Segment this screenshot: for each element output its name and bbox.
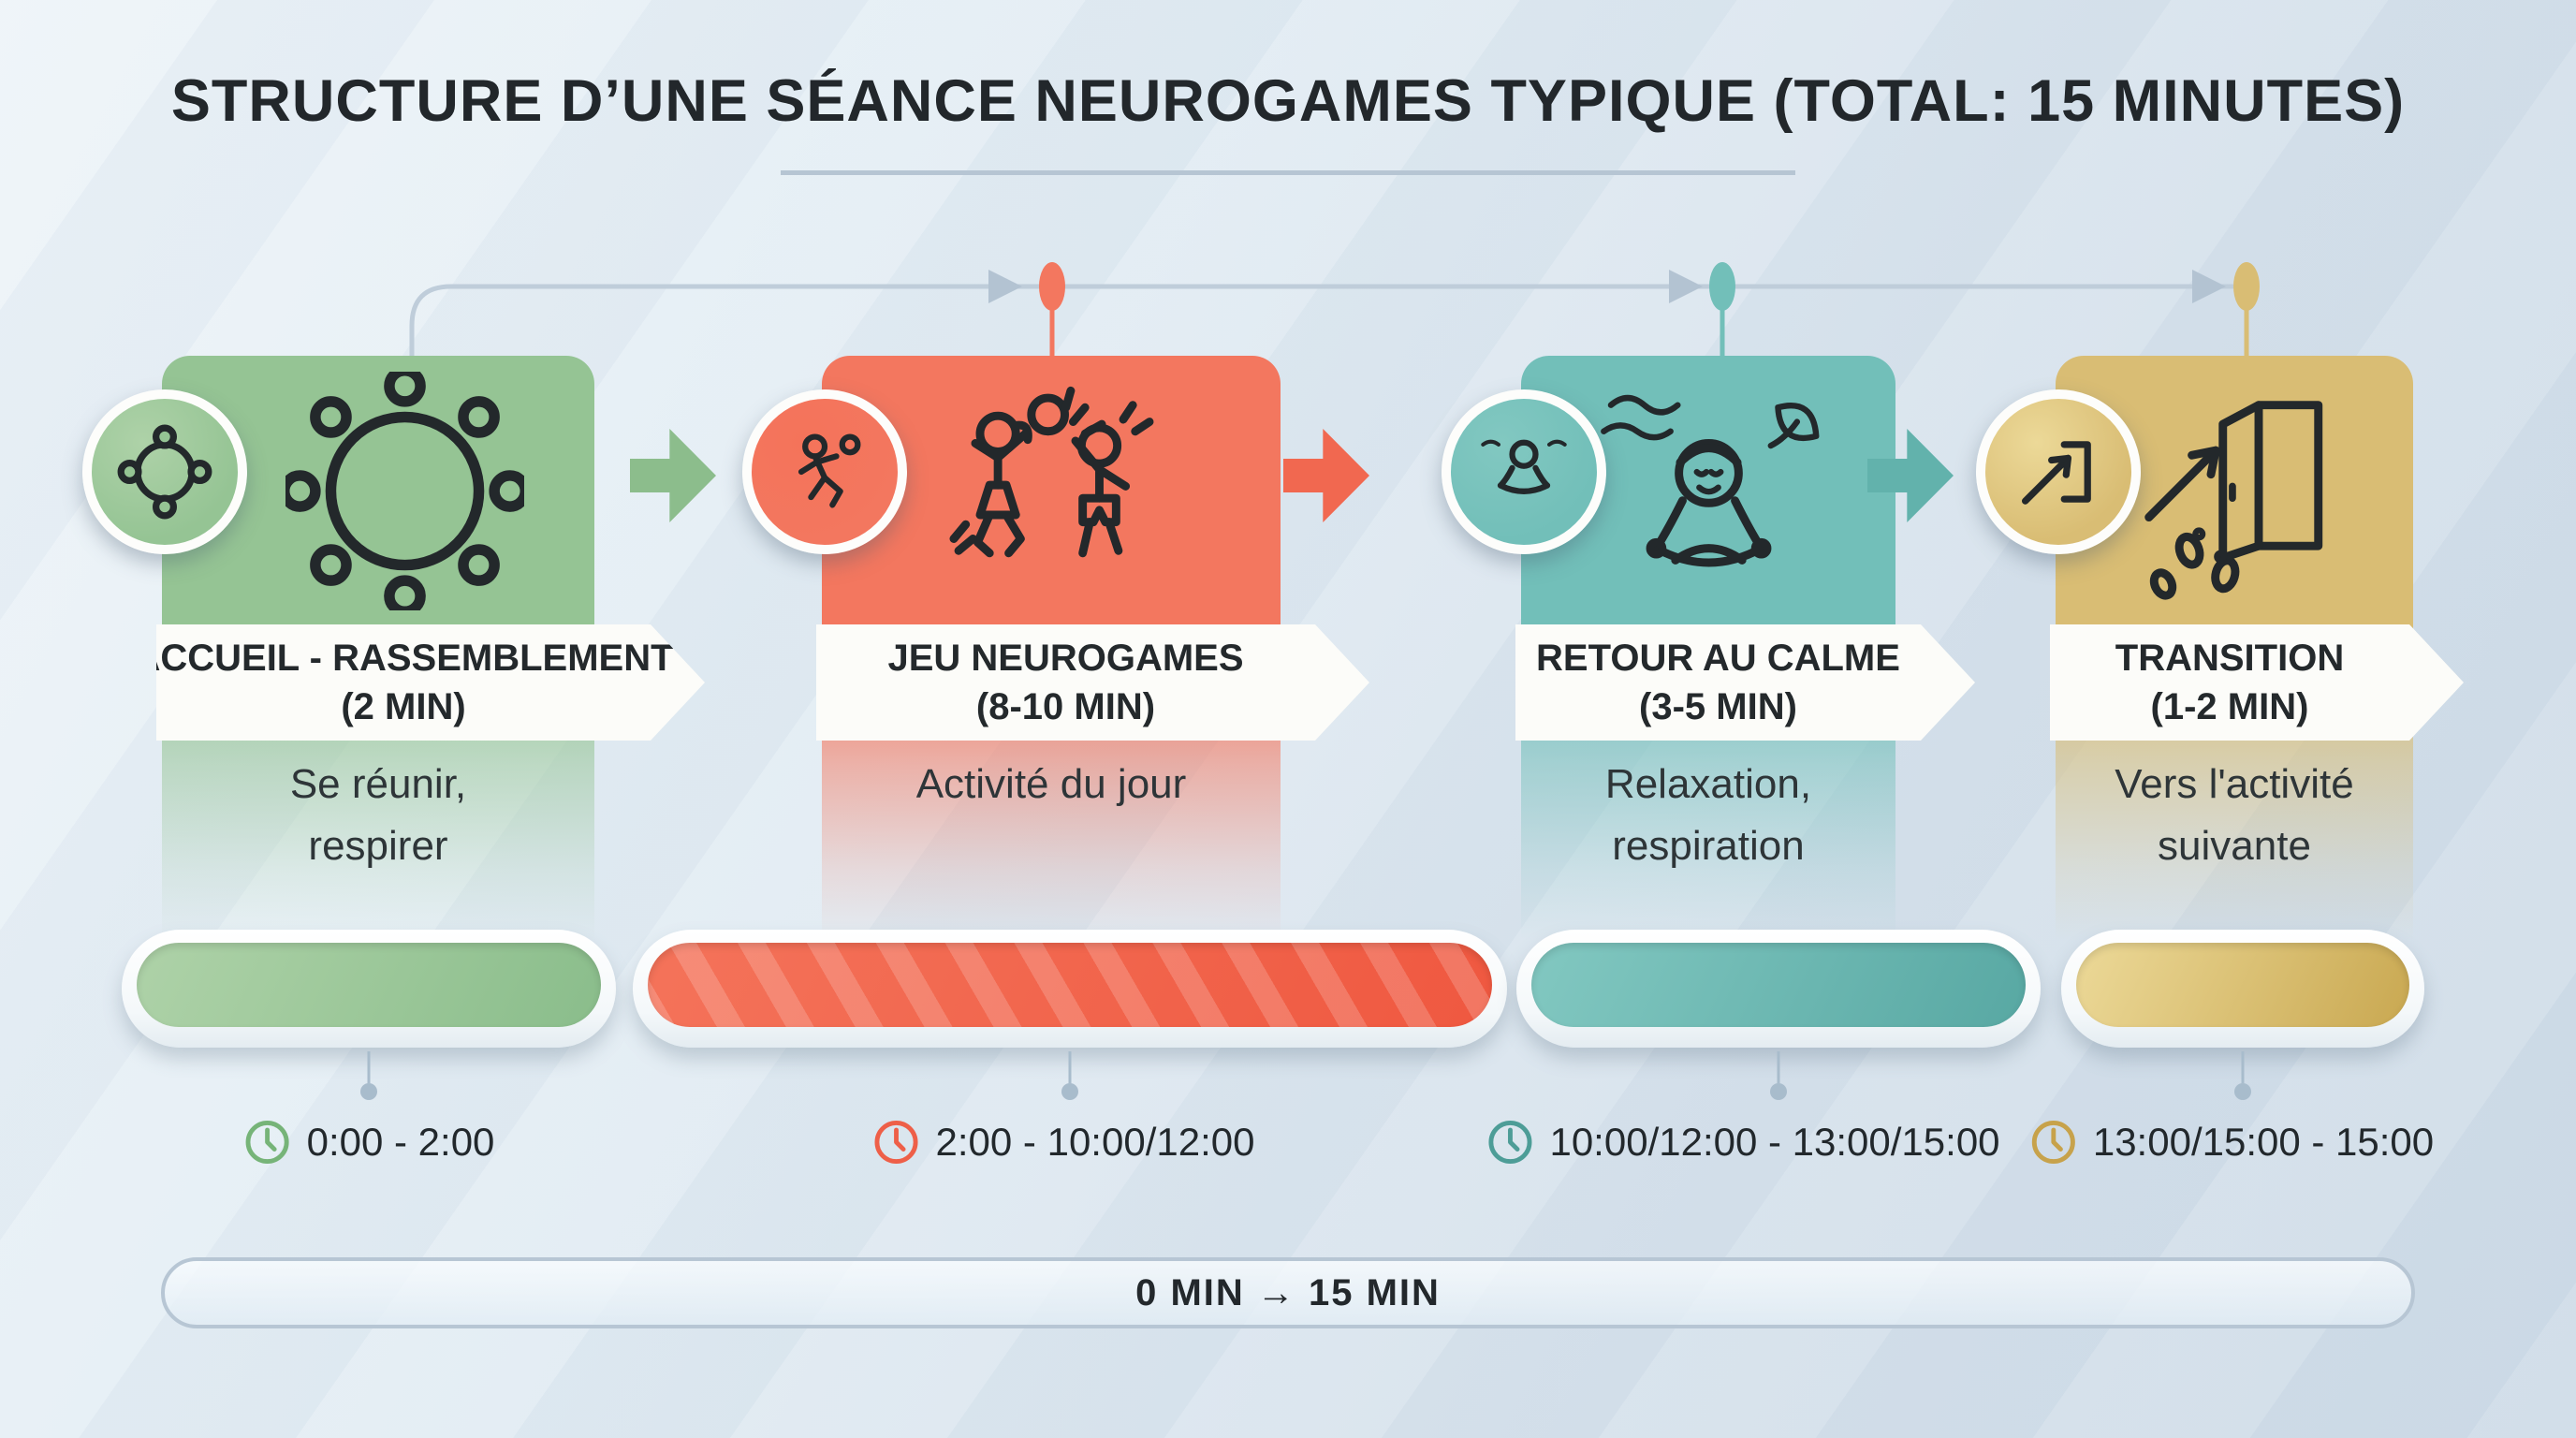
timeline-line xyxy=(409,284,2245,363)
timeline-arrowhead xyxy=(988,270,1022,303)
phase-duration: (2 MIN) xyxy=(341,686,466,727)
phase-card: TRANSITION (1-2 MIN) Vers l'activité sui… xyxy=(1976,356,2413,941)
phase-ribbon: TRANSITION (1-2 MIN) xyxy=(2050,624,2464,741)
meditation-icon xyxy=(1600,394,1819,567)
clock-icon xyxy=(2031,1120,2075,1165)
duration-bar-fill xyxy=(137,943,601,1027)
time-range-group: 10:00/12:00 - 13:00/15:00 xyxy=(1486,1114,2000,1170)
phase-badge xyxy=(1976,389,2141,554)
time-range-group: 2:00 - 10:00/12:00 xyxy=(872,1114,1255,1170)
duration-bar xyxy=(1516,930,2041,1100)
phase-description: Relaxation, respiration xyxy=(1604,761,1812,869)
kids-ball-icon xyxy=(948,386,1154,558)
bar-connector-dot xyxy=(1061,1083,1078,1100)
phase-card: JEU NEUROGAMES (8-10 MIN) Activité du jo… xyxy=(742,356,1369,941)
exit-arrow-icon xyxy=(2022,441,2091,505)
timeline-arrowhead xyxy=(2192,270,2226,303)
total-duration-label: 0 MIN → 15 MIN xyxy=(1135,1271,1441,1313)
phase-name: JEU NEUROGAMES xyxy=(887,638,1244,679)
bar-connector-line xyxy=(1777,1051,1780,1083)
phase-description: Vers l'activité suivante xyxy=(2115,761,2354,869)
time-range-group: 0:00 - 2:00 xyxy=(243,1114,495,1170)
phase-badge xyxy=(742,389,907,554)
phase-illustration xyxy=(2056,367,2413,615)
clock-icon xyxy=(1488,1120,1532,1165)
phase-ribbon: JEU NEUROGAMES (8-10 MIN) xyxy=(816,624,1369,741)
phase-dot xyxy=(1709,262,1735,311)
next-phase-arrow xyxy=(1283,429,1369,522)
title-divider xyxy=(781,170,1795,175)
phase-badge xyxy=(1442,389,1606,554)
phase-name: RETOUR AU CALME xyxy=(1536,638,1900,679)
next-phase-arrow xyxy=(630,429,716,522)
time-range-label: 10:00/12:00 - 13:00/15:00 xyxy=(1549,1120,2000,1164)
duration-bar-fill xyxy=(1531,943,2026,1027)
phase-illustration xyxy=(1521,367,1895,615)
duration-bar-fill xyxy=(648,943,1492,1027)
phase-name: TRANSITION xyxy=(2115,638,2345,679)
phase-illustration xyxy=(162,367,594,615)
duration-bar xyxy=(2061,930,2424,1100)
phase-description: Activité du jour xyxy=(915,761,1187,807)
meditation-mini-icon xyxy=(1481,439,1567,494)
phase-dot xyxy=(2233,262,2260,311)
time-range-label: 13:00/15:00 - 15:00 xyxy=(2092,1120,2435,1164)
door-exit-icon xyxy=(2144,401,2322,600)
duration-bar-fill xyxy=(2076,943,2409,1027)
group-circle-icon xyxy=(285,372,524,610)
bar-connector-dot xyxy=(360,1083,377,1100)
phase-duration: (1-2 MIN) xyxy=(2150,686,2309,727)
bar-connector-dot xyxy=(2234,1083,2251,1100)
phase-badge xyxy=(82,389,247,554)
group-circle-mini-icon xyxy=(117,424,212,520)
phase-duration: (3-5 MIN) xyxy=(1639,686,1797,727)
phase-card: ACCUEIL - RASSEMBLEMENT (2 MIN) Se réuni… xyxy=(82,356,716,941)
phase-ribbon: RETOUR AU CALME (3-5 MIN) xyxy=(1515,624,1975,741)
running-kid-icon xyxy=(798,433,861,508)
phase-illustration xyxy=(822,367,1281,615)
phase-dot xyxy=(1039,262,1065,311)
bar-connector-dot xyxy=(1770,1083,1787,1100)
time-range-group: 13:00/15:00 - 15:00 xyxy=(2029,1114,2434,1170)
bar-connector-line xyxy=(1068,1051,1072,1083)
phase-name: ACCUEIL - RASSEMBLEMENT xyxy=(133,638,674,679)
phase-description: Se réunir, respirer xyxy=(289,761,467,869)
time-range-label: 0:00 - 2:00 xyxy=(306,1120,495,1164)
phase-card: RETOUR AU CALME (3-5 MIN) Relaxation, re… xyxy=(1442,356,1895,941)
duration-bar xyxy=(633,930,1507,1100)
duration-bar xyxy=(122,930,616,1100)
clock-icon xyxy=(874,1120,918,1165)
timeline-arrowhead xyxy=(1669,270,1703,303)
bar-connector-line xyxy=(367,1051,371,1083)
phase-duration: (8-10 MIN) xyxy=(975,686,1156,727)
phase-ribbon: ACCUEIL - RASSEMBLEMENT (2 MIN) xyxy=(156,624,705,741)
total-duration-pill: 0 MIN → 15 MIN xyxy=(161,1257,2415,1328)
bar-connector-line xyxy=(2241,1051,2245,1083)
time-range-label: 2:00 - 10:00/12:00 xyxy=(935,1120,1255,1164)
page-title: STRUCTURE D’UNE SÉANCE NEUROGAMES TYPIQU… xyxy=(170,68,2406,134)
clock-icon xyxy=(245,1120,289,1165)
